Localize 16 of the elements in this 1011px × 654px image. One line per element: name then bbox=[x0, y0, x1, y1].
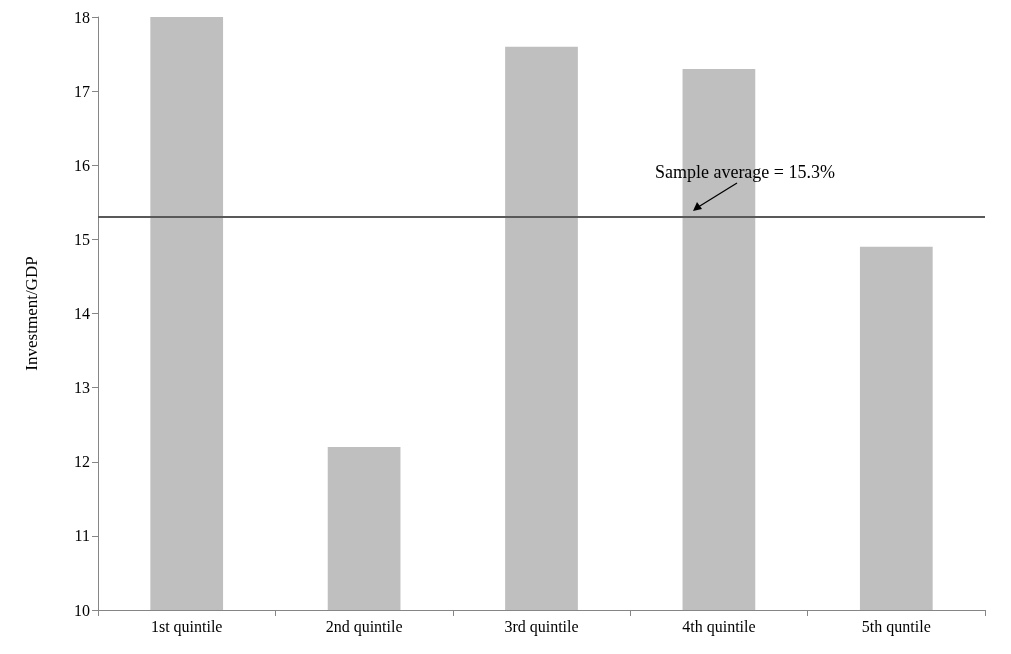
y-tick-label: 11 bbox=[74, 527, 90, 545]
y-axis-title: Investment/GDP bbox=[22, 256, 41, 371]
y-tick-label: 18 bbox=[74, 8, 90, 26]
y-tick-label: 14 bbox=[74, 305, 90, 322]
x-tick-label: 3rd quintile bbox=[504, 617, 579, 636]
y-tick-label: 16 bbox=[74, 156, 90, 174]
x-tick-label: 4th quintile bbox=[682, 617, 756, 636]
y-tick-label: 17 bbox=[74, 82, 90, 100]
ref-line-label: Sample average = 15.3% bbox=[654, 162, 835, 183]
x-tick-label: 1st quintile bbox=[150, 617, 223, 636]
y-tick-label: 12 bbox=[74, 453, 90, 471]
x-tick-label: 5th quntile bbox=[861, 617, 931, 636]
x-tick-label: 2nd quintile bbox=[325, 617, 403, 636]
y-tick-label: 13 bbox=[74, 379, 90, 397]
y-tick-label: 10 bbox=[74, 601, 90, 619]
y-tick-label: 15 bbox=[74, 230, 90, 248]
